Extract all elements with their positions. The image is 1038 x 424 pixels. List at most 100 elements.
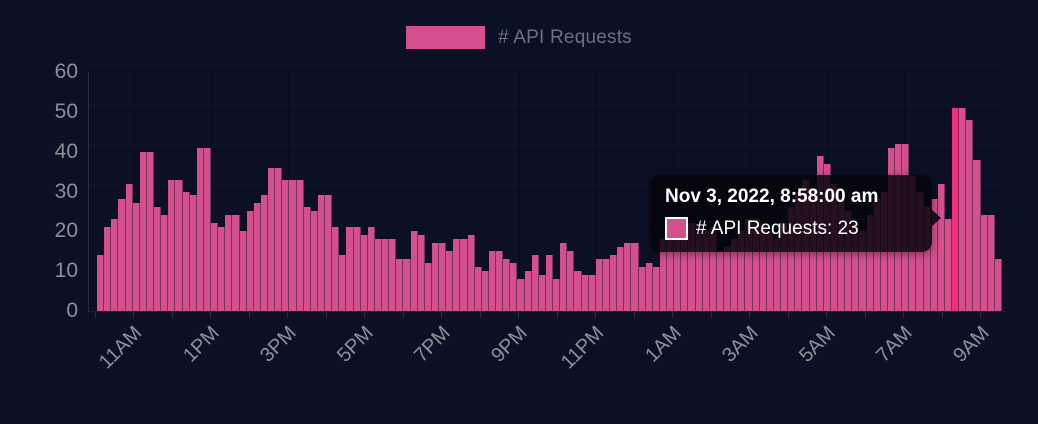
bar[interactable] [510, 263, 518, 311]
bar[interactable] [225, 215, 233, 311]
bar[interactable] [937, 183, 945, 311]
bar[interactable] [959, 107, 967, 311]
bar[interactable] [189, 195, 197, 311]
bar[interactable] [353, 227, 361, 311]
bar[interactable] [716, 251, 724, 311]
bar[interactable] [431, 243, 439, 311]
bar[interactable] [339, 255, 347, 311]
bar[interactable] [203, 147, 211, 311]
bar[interactable] [659, 239, 667, 311]
bar-hovered[interactable] [952, 107, 960, 311]
bar[interactable] [738, 231, 746, 311]
bar[interactable] [702, 231, 710, 311]
bar[interactable] [424, 263, 432, 311]
bar[interactable] [617, 247, 625, 311]
bar[interactable] [282, 179, 290, 311]
bar[interactable] [496, 251, 504, 311]
bar[interactable] [182, 191, 190, 311]
bar[interactable] [168, 179, 176, 311]
bar[interactable] [410, 231, 418, 311]
bar[interactable] [239, 231, 247, 311]
bar[interactable] [652, 267, 660, 311]
bar[interactable] [346, 227, 354, 311]
bar[interactable] [581, 275, 589, 311]
bar[interactable] [624, 243, 632, 311]
bar[interactable] [545, 255, 553, 311]
bar[interactable] [766, 231, 774, 311]
bar[interactable] [759, 223, 767, 311]
bar[interactable] [745, 219, 753, 311]
bar[interactable] [788, 207, 796, 311]
bar[interactable] [232, 215, 240, 311]
bar[interactable] [310, 211, 318, 311]
bar[interactable] [382, 239, 390, 311]
bar[interactable] [296, 179, 304, 311]
bar[interactable] [866, 215, 874, 311]
bar[interactable] [538, 275, 546, 311]
bar[interactable] [246, 211, 254, 311]
bar[interactable] [332, 227, 340, 311]
bar[interactable] [453, 239, 461, 311]
legend-item-api-requests[interactable]: # API Requests [406, 26, 632, 49]
bar[interactable] [175, 179, 183, 311]
bar[interactable] [667, 223, 675, 311]
bar[interactable] [595, 259, 603, 311]
bar[interactable] [211, 223, 219, 311]
bar[interactable] [260, 195, 268, 311]
bar[interactable] [374, 239, 382, 311]
bar[interactable] [360, 235, 368, 311]
bar[interactable] [681, 223, 689, 311]
bar[interactable] [752, 219, 760, 311]
bar[interactable] [317, 195, 325, 311]
bar[interactable] [845, 211, 853, 311]
bar[interactable] [289, 179, 297, 311]
bar[interactable] [275, 167, 283, 311]
bar[interactable] [396, 259, 404, 311]
bar[interactable] [524, 271, 532, 311]
bar[interactable] [994, 259, 1002, 311]
bar[interactable] [439, 243, 447, 311]
bar[interactable] [303, 207, 311, 311]
bar[interactable] [859, 231, 867, 311]
bar[interactable] [695, 227, 703, 311]
bar[interactable] [474, 267, 482, 311]
bar[interactable] [852, 223, 860, 311]
bar[interactable] [923, 207, 931, 311]
bar[interactable] [531, 255, 539, 311]
bar[interactable] [218, 227, 226, 311]
bar[interactable] [973, 159, 981, 311]
bar[interactable] [610, 255, 618, 311]
bar[interactable] [987, 215, 995, 311]
bar[interactable] [773, 239, 781, 311]
bar[interactable] [930, 199, 938, 311]
bar[interactable] [638, 267, 646, 311]
bar[interactable] [467, 235, 475, 311]
bar[interactable] [873, 199, 881, 311]
bar[interactable] [97, 255, 105, 311]
bar[interactable] [389, 239, 397, 311]
bar[interactable] [403, 259, 411, 311]
bar[interactable] [139, 151, 147, 311]
bar[interactable] [574, 271, 582, 311]
bar[interactable] [154, 207, 162, 311]
bar[interactable] [146, 151, 154, 311]
bar[interactable] [709, 227, 717, 311]
bar[interactable] [325, 195, 333, 311]
bar[interactable] [966, 119, 974, 311]
bar[interactable] [724, 247, 732, 311]
bar[interactable] [125, 183, 133, 311]
bar[interactable] [446, 251, 454, 311]
bar[interactable] [481, 271, 489, 311]
bar[interactable] [631, 243, 639, 311]
bar[interactable] [196, 147, 204, 311]
bar[interactable] [674, 219, 682, 311]
bar[interactable] [645, 263, 653, 311]
bar[interactable] [417, 235, 425, 311]
bar[interactable] [567, 251, 575, 311]
bar[interactable] [980, 215, 988, 311]
bar[interactable] [781, 223, 789, 311]
bar[interactable] [517, 279, 525, 311]
bar[interactable] [602, 259, 610, 311]
bar[interactable] [132, 203, 140, 311]
bar[interactable] [944, 219, 952, 311]
